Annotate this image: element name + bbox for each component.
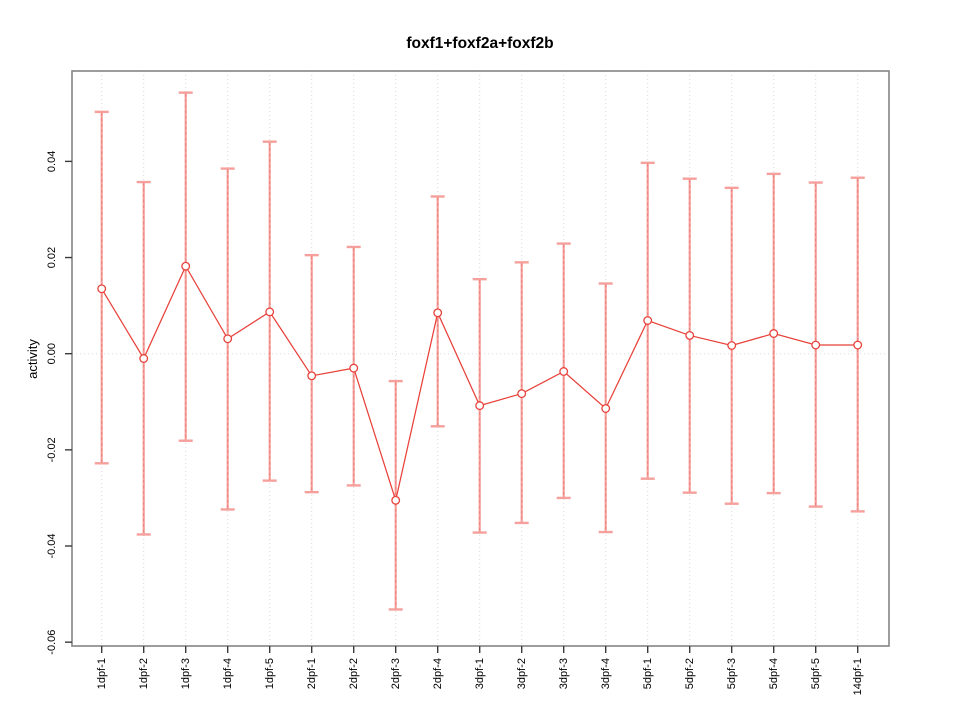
data-point [391, 495, 401, 505]
data-point [685, 330, 695, 340]
plot-frame [71, 70, 890, 647]
data-point [853, 340, 863, 350]
x-tick-label: 1dpf-2 [138, 658, 150, 689]
x-tick-label: 3dpf-3 [558, 658, 570, 689]
data-point [181, 261, 191, 271]
x-tick-label: 1dpf-1 [96, 658, 108, 689]
data-point [601, 404, 611, 413]
x-tick-label: 1dpf-4 [222, 658, 234, 689]
data-point [139, 354, 149, 363]
x-tick-label: 3dpf-1 [474, 658, 486, 689]
y-tick-label: -0.02 [46, 437, 58, 462]
y-tick-label: 0.02 [46, 247, 58, 268]
x-tick-label: 5dpf-4 [768, 658, 780, 689]
data-point [517, 389, 527, 399]
axes: 0.04 0.02 0.00 -0.02 -0.04 -0.06 1dpf-1 1dpf-2 1… [46, 70, 890, 695]
x-tick-label: 2dpf-4 [432, 658, 444, 689]
data-point [811, 340, 821, 350]
data-point [223, 334, 233, 344]
x-tick-label: 5dpf-5 [810, 658, 822, 689]
data-point [475, 401, 485, 411]
x-tick-label: 3dpf-2 [516, 658, 528, 689]
data-series [97, 261, 863, 505]
chart-title: foxf1+foxf2a+foxf2b [406, 35, 553, 52]
x-tick-label: 3dpf-4 [600, 658, 612, 689]
data-point [307, 371, 317, 381]
error-bars [94, 91, 865, 611]
y-tick-label: -0.06 [46, 630, 58, 655]
data-point [643, 316, 653, 325]
x-tick-label: 5dpf-1 [642, 658, 654, 689]
x-tick-label: 14dpf-1 [852, 658, 864, 695]
data-point [559, 367, 569, 376]
data-point [265, 307, 275, 317]
x-tick-label: 5dpf-2 [684, 658, 696, 689]
data-point [769, 329, 779, 338]
y-tick-label: 0.00 [46, 343, 58, 364]
data-point [433, 308, 443, 318]
x-tick-label: 1dpf-5 [264, 658, 276, 689]
data-point [97, 284, 107, 294]
x-tick-label: 2dpf-3 [390, 658, 402, 689]
x-tick-label: 1dpf-3 [180, 658, 192, 689]
x-tick-label: 2dpf-1 [306, 658, 318, 689]
x-tick-label: 5dpf-3 [726, 658, 738, 689]
y-axis-label: activity [25, 339, 40, 379]
x-tick-label: 2dpf-2 [348, 658, 360, 689]
data-point [727, 341, 737, 350]
y-tick-label: -0.04 [46, 533, 58, 558]
y-tick-label: 0.04 [46, 151, 58, 172]
data-point [349, 363, 359, 373]
